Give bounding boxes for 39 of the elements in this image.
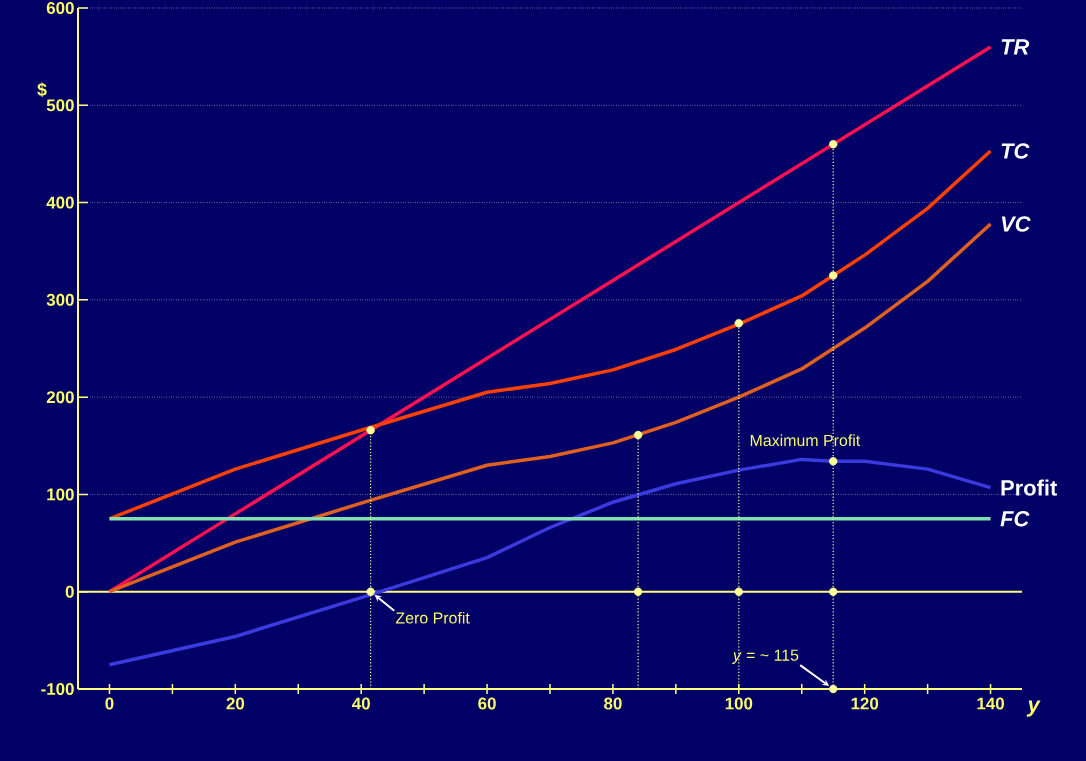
point bbox=[633, 430, 643, 440]
y-tick-label: 600 bbox=[46, 2, 74, 14]
point bbox=[829, 457, 838, 466]
y-tick-label: 200 bbox=[46, 391, 74, 404]
series-label: VC bbox=[1001, 216, 1031, 232]
annotation: Zero Profit bbox=[395, 611, 470, 624]
x-tick-label: 40 bbox=[352, 697, 370, 710]
x-tick-label: 20 bbox=[226, 697, 245, 710]
point bbox=[734, 587, 743, 596]
x-tick-label: 100 bbox=[725, 697, 753, 710]
point bbox=[366, 587, 375, 596]
point bbox=[829, 587, 838, 596]
y-tick-label: -100 bbox=[41, 683, 74, 695]
x-tick-label: 120 bbox=[851, 697, 879, 710]
y-tick-label: 400 bbox=[46, 196, 74, 209]
x-tick-label: 0 bbox=[105, 697, 114, 710]
point bbox=[366, 426, 375, 435]
y-tick-label: 300 bbox=[46, 293, 74, 306]
y-tick-label: 0 bbox=[65, 585, 74, 598]
x-tick-label: 80 bbox=[604, 697, 622, 710]
series-label: TC bbox=[1001, 143, 1030, 159]
point bbox=[829, 140, 838, 149]
point bbox=[829, 271, 838, 280]
point bbox=[829, 684, 838, 694]
point bbox=[734, 319, 743, 328]
annotation: y = ~ 115 bbox=[731, 649, 799, 664]
line-series bbox=[107, 222, 993, 594]
y-tick-label: 500 bbox=[46, 99, 74, 112]
series-label: TR bbox=[1001, 39, 1030, 55]
line-series bbox=[107, 457, 993, 667]
x-tick-label: 60 bbox=[478, 697, 496, 710]
series-label: FC bbox=[1000, 510, 1030, 527]
y-tick-label: 100 bbox=[47, 488, 74, 501]
annotation: Maximum Profit bbox=[750, 434, 861, 447]
x-tick-label: 140 bbox=[977, 697, 1004, 710]
x-axis-title: y bbox=[1026, 700, 1041, 717]
series-label: Profit bbox=[1001, 479, 1058, 496]
y-axis-title: $ bbox=[37, 82, 47, 98]
point bbox=[633, 587, 643, 596]
